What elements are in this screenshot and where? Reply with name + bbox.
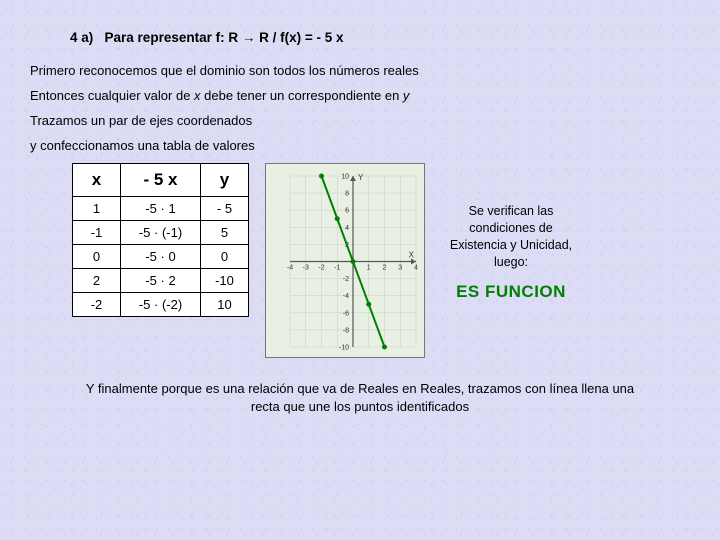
- table-cell: -2: [73, 293, 121, 317]
- table-row: 0-5 · 00: [73, 245, 249, 269]
- table-cell: -5 · (-1): [121, 221, 201, 245]
- table-cell: -10: [201, 269, 249, 293]
- svg-text:-4: -4: [287, 265, 293, 272]
- paragraph-3: Trazamos un par de ejes coordenados: [30, 113, 690, 128]
- svg-text:-2: -2: [343, 276, 349, 283]
- paragraph-2: Entonces cualquier valor de x debe tener…: [30, 88, 690, 103]
- svg-text:Y: Y: [358, 173, 364, 182]
- col-header-x: x: [73, 164, 121, 197]
- table-row: 1-5 · 1- 5: [73, 197, 249, 221]
- svg-text:-1: -1: [334, 265, 340, 272]
- heading-label: 4 a): [70, 30, 93, 45]
- chart-svg: -4-3-2-11234-10-8-6-4-2246810XY: [266, 164, 426, 359]
- svg-text:-3: -3: [303, 265, 309, 272]
- table-row: -1-5 · (-1)5: [73, 221, 249, 245]
- col-header-fx: - 5 x: [121, 164, 201, 197]
- footer-text: Y finalmente porque es una relación que …: [30, 380, 690, 415]
- svg-text:-6: -6: [343, 310, 349, 317]
- es-funcion-label: ES FUNCION: [441, 281, 581, 304]
- table-cell: 5: [201, 221, 249, 245]
- svg-text:2: 2: [383, 265, 387, 272]
- paragraph-1: Primero reconocemos que el dominio son t…: [30, 63, 690, 78]
- svg-text:8: 8: [345, 191, 349, 198]
- values-table-wrap: x - 5 x y 1-5 · 1- 5-1-5 · (-1)50-5 · 00…: [72, 163, 249, 317]
- table-row: -2-5 · (-2)10: [73, 293, 249, 317]
- table-cell: 10: [201, 293, 249, 317]
- side-notes: Se verifican las condiciones de Existenc…: [441, 203, 581, 303]
- exercise-heading: 4 a) Para representar f: R → R / f(x) = …: [70, 30, 690, 45]
- svg-text:-4: -4: [343, 293, 349, 300]
- verification-text: Se verifican las condiciones de Existenc…: [441, 203, 581, 271]
- values-table: x - 5 x y 1-5 · 1- 5-1-5 · (-1)50-5 · 00…: [72, 163, 249, 317]
- table-cell: 1: [73, 197, 121, 221]
- table-header-row: x - 5 x y: [73, 164, 249, 197]
- heading-text: Para representar f: R → R / f(x) = - 5 x: [105, 30, 344, 45]
- paragraph-4: y confeccionamos una tabla de valores: [30, 138, 690, 153]
- svg-text:-2: -2: [318, 265, 324, 272]
- table-cell: - 5: [201, 197, 249, 221]
- table-cell: -5 · 0: [121, 245, 201, 269]
- table-cell: 0: [201, 245, 249, 269]
- table-cell: -5 · 1: [121, 197, 201, 221]
- table-cell: -1: [73, 221, 121, 245]
- svg-text:4: 4: [414, 265, 418, 272]
- svg-text:1: 1: [367, 265, 371, 272]
- svg-text:6: 6: [345, 208, 349, 215]
- table-cell: 2: [73, 269, 121, 293]
- svg-text:-8: -8: [343, 327, 349, 334]
- svg-text:3: 3: [398, 265, 402, 272]
- table-cell: 0: [73, 245, 121, 269]
- table-row: 2-5 · 2-10: [73, 269, 249, 293]
- svg-text:4: 4: [345, 225, 349, 232]
- table-cell: -5 · (-2): [121, 293, 201, 317]
- col-header-y: y: [201, 164, 249, 197]
- table-cell: -5 · 2: [121, 269, 201, 293]
- svg-text:-10: -10: [339, 345, 349, 352]
- svg-text:10: 10: [341, 174, 349, 181]
- svg-text:X: X: [409, 251, 415, 260]
- coordinate-chart: -4-3-2-11234-10-8-6-4-2246810XY: [265, 163, 425, 358]
